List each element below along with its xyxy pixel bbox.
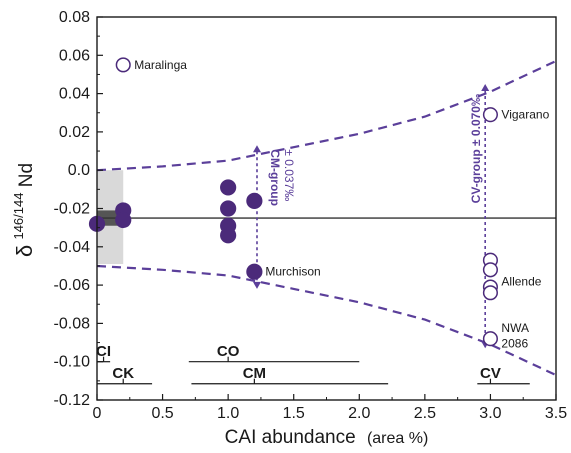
y-axis-title: δ 146/144 Nd: [7, 163, 37, 257]
y-tick-label: -0.10: [54, 354, 91, 371]
error-bar-arrow-up: [252, 145, 261, 153]
point-label: 2086: [501, 337, 528, 351]
point-label: Murchison: [265, 265, 320, 279]
x-tick-label: 0: [93, 405, 102, 422]
x-tick-label: 2.5: [414, 405, 436, 422]
group-label: CV: [480, 365, 501, 382]
error-bar-arrow-down: [252, 281, 261, 289]
y-axis-title-sup: 146/144: [11, 193, 26, 240]
y-tick-label: 0.08: [59, 9, 90, 26]
lower-bound-curve: [97, 264, 556, 377]
error-bar-arrow-up: [481, 84, 490, 92]
x-axis-title-main: CAI abundance: [225, 427, 356, 448]
bound-curves: [97, 60, 556, 377]
group-label: CO: [217, 343, 240, 360]
x-tick-label: 1.0: [217, 405, 239, 422]
error-bar-label: CM-group: [268, 149, 282, 206]
x-axis-title: CAI abundance (area %): [225, 427, 429, 448]
y-axis-title-suffix: Nd: [16, 163, 37, 187]
y-tick-label: -0.02: [54, 201, 91, 218]
group-label: CK: [112, 365, 134, 382]
data-point-filled: [246, 192, 263, 209]
y-tick-label: 0.02: [59, 124, 90, 141]
y-tick-label: -0.08: [54, 315, 91, 332]
axis-titles: CAI abundance (area %) δ 146/144 Nd: [7, 163, 429, 448]
data-point-filled: [115, 211, 132, 229]
group-label: CI: [96, 343, 111, 360]
point-labels: Maralinga Vigarano Murchison Allende NWA 2086: [134, 58, 549, 351]
y-tick-label: -0.04: [54, 239, 91, 256]
group-label: CM: [243, 365, 266, 382]
y-tick-label: 0.06: [59, 47, 90, 64]
x-tick-label: 3.5: [545, 405, 567, 422]
data-point-filled: [220, 200, 237, 217]
x-tick-label: 0.5: [151, 405, 173, 422]
axes: 0 0.5 1.0 1.5 2.0 2.5 3.0 3.5 -0.12 -0.10 -0.08 -0.…: [54, 9, 568, 422]
upper-bound-curve: [97, 60, 556, 172]
data-point-open: [482, 285, 498, 301]
error-bar-label: CV-group ± 0.070‰: [469, 94, 483, 203]
data-point-open: [482, 262, 498, 278]
data-point-filled: [220, 179, 237, 196]
y-tick-label: -0.06: [54, 277, 91, 294]
error-bar-label: ± 0.037‰: [282, 149, 296, 201]
x-tick-label: 2.0: [348, 405, 370, 422]
x-tick-label: 3.0: [479, 405, 501, 422]
y-tick-label: 0.0: [68, 162, 90, 179]
data-point-open: [482, 107, 498, 123]
y-tick-label: -0.12: [54, 392, 91, 409]
data-point-open: [115, 57, 131, 73]
point-label: NWA: [501, 321, 529, 335]
data-point-filled: [246, 263, 263, 280]
error-bars: CM-group ± 0.037‰ CV-group ± 0.070‰: [252, 84, 490, 349]
data-points: [88, 57, 498, 347]
x-tick-label: 1.5: [283, 405, 305, 422]
point-label: Allende: [501, 274, 541, 288]
y-axis-title-prefix: δ: [12, 245, 37, 257]
point-label: Vigarano: [501, 108, 549, 122]
data-point-open: [482, 331, 498, 347]
y-tick-label: 0.04: [59, 86, 90, 103]
x-axis-title-unit: (area %): [367, 430, 428, 447]
point-label: Maralinga: [134, 58, 187, 72]
data-point-filled: [220, 227, 237, 244]
